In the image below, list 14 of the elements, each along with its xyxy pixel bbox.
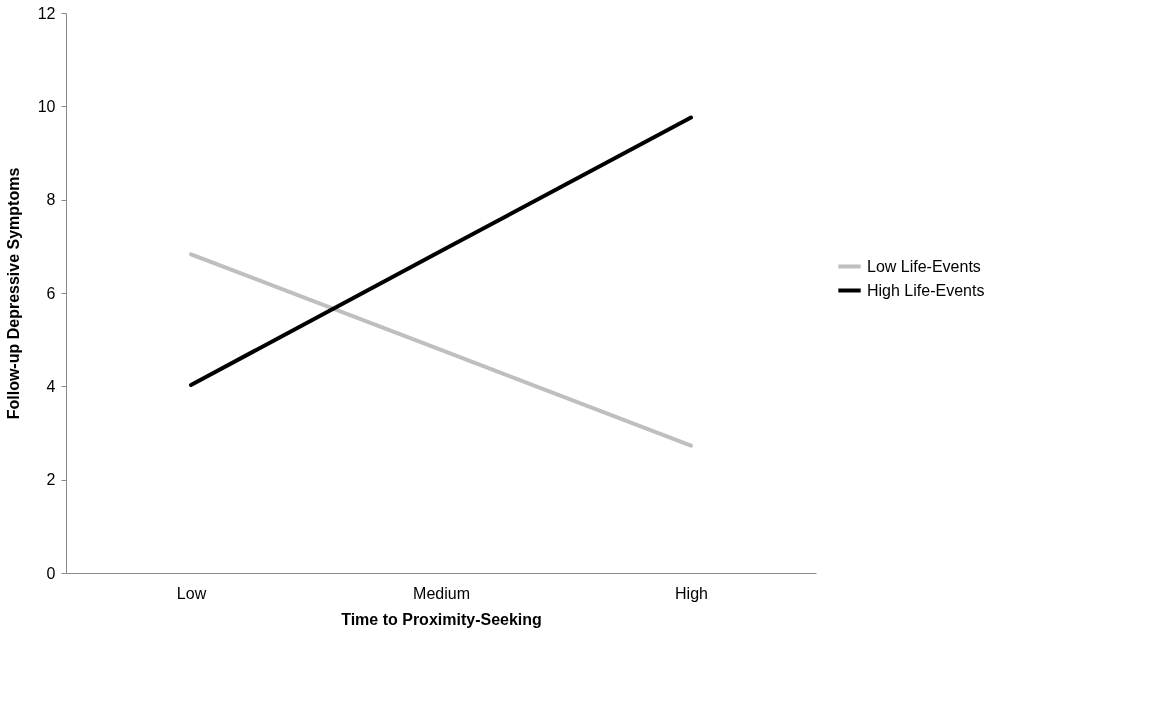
y-tick-label: 12 xyxy=(37,4,56,22)
y-tick-label: 4 xyxy=(46,377,56,395)
y-tick-label: 2 xyxy=(46,471,56,489)
y-tick-label: 0 xyxy=(46,564,56,582)
y-axis-title: Follow-up Depressive Symptoms xyxy=(4,167,22,420)
x-tick-label: Low xyxy=(176,584,207,602)
y-tick-label: 8 xyxy=(46,191,56,209)
x-axis-title: Time to Proximity-Seeking xyxy=(341,610,542,628)
legend-label: Low Life-Events xyxy=(867,257,981,275)
y-tick-label: 10 xyxy=(37,97,56,115)
legend-label: High Life-Events xyxy=(867,281,985,299)
x-tick-label: High xyxy=(675,584,708,602)
y-tick-label: 6 xyxy=(46,284,56,302)
x-tick-label: Medium xyxy=(413,584,470,602)
